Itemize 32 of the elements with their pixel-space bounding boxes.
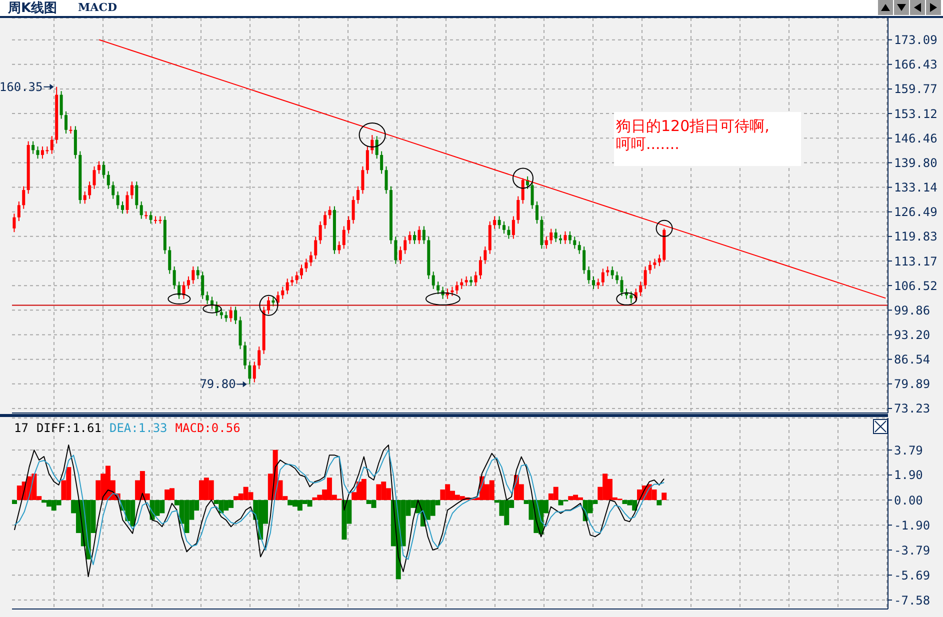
chart-subtitle: MACD	[78, 1, 118, 14]
y-tick-label: 99.86	[894, 303, 930, 318]
y-tick-label: -1.90	[894, 518, 930, 532]
y-tick-label: 133.14	[894, 180, 938, 195]
y-tick-label: -7.58	[894, 593, 930, 608]
y-tick-label: 139.80	[894, 156, 938, 170]
y-tick-label: 153.12	[894, 106, 938, 121]
annotation: 狗日的120指日可待啊, 呵呵.......	[616, 117, 770, 153]
text: MACD:0.56	[175, 421, 240, 435]
y-tick-label: 0.00	[894, 493, 923, 508]
y-tick-label: 1.90	[894, 468, 923, 482]
y-tick-label: 126.49	[894, 205, 938, 220]
text: DEA:1.33	[109, 421, 168, 435]
y-tick-label: 93.20	[894, 328, 930, 342]
y-tick-label: 73.23	[894, 402, 930, 416]
y-tick-label: 173.09	[894, 33, 938, 48]
y-tick-label: 86.54	[894, 352, 930, 367]
y-tick-label: -3.79	[894, 543, 930, 558]
annotation: 160.35	[0, 80, 43, 94]
annotation: 79.80	[200, 377, 236, 392]
annotation: 17	[14, 421, 28, 435]
y-tick-label: 3.79	[894, 443, 923, 458]
y-tick-label: 119.83	[894, 230, 938, 244]
y-tick-label: -5.69	[894, 568, 930, 582]
y-tick-label: 79.89	[894, 377, 930, 392]
chart-title: 周K线图	[8, 0, 58, 17]
y-tick-label: 166.43	[894, 58, 938, 72]
y-tick-label: 146.46	[894, 131, 938, 146]
y-tick-label: 106.52	[894, 278, 938, 293]
y-tick-label: 159.77	[894, 82, 938, 96]
series-label: DIFF:1.61	[36, 421, 102, 435]
y-tick-label: 113.17	[894, 254, 938, 268]
